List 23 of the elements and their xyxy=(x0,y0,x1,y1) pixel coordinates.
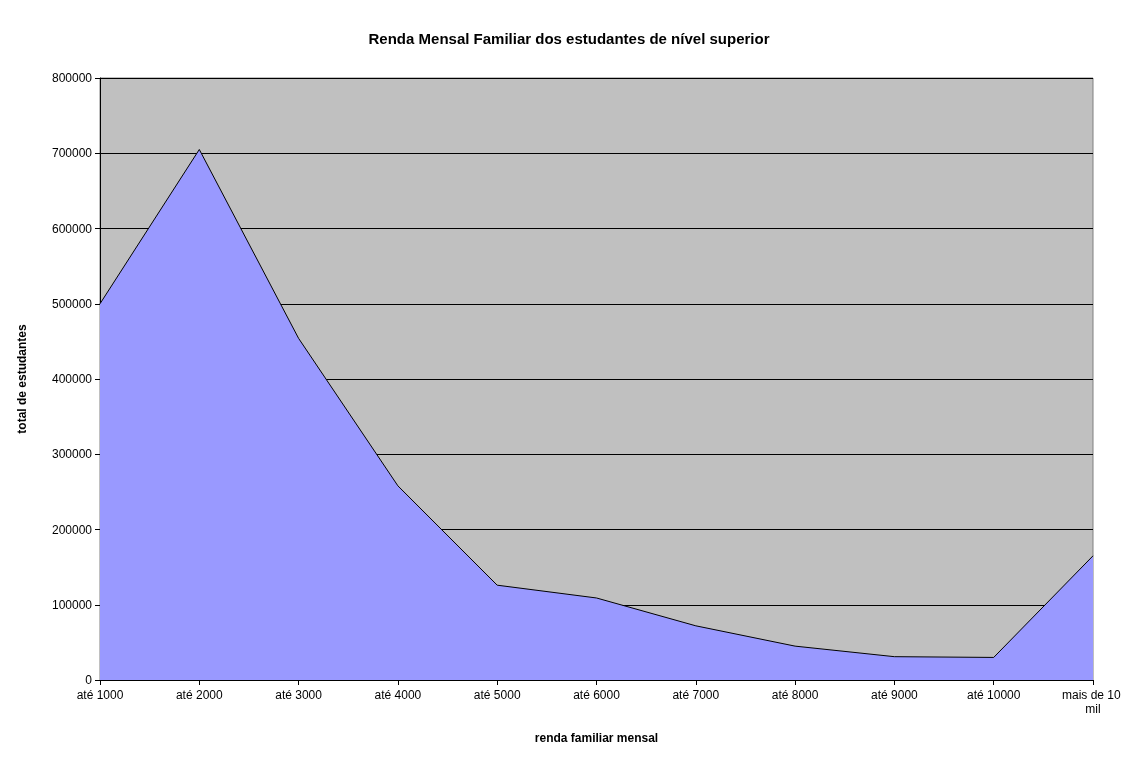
y-tick-label: 200000 xyxy=(51,522,93,537)
y-tick-label: 300000 xyxy=(51,447,93,462)
x-tick-label: até 4000 xyxy=(374,688,422,702)
x-tick-label: até 7000 xyxy=(672,688,720,702)
x-tick-label: até 5000 xyxy=(473,688,521,702)
y-tick-label: 0 xyxy=(85,673,93,687)
y-tick-label: 100000 xyxy=(51,597,93,612)
x-tick-label: até 8000 xyxy=(771,688,819,702)
y-tick-label: 500000 xyxy=(51,296,93,311)
x-tick-label: até 10000 xyxy=(967,688,1021,702)
y-tick-label: 800000 xyxy=(51,71,93,85)
x-tick-label: mais de 10 mil xyxy=(1061,688,1125,716)
x-tick-label: até 2000 xyxy=(175,688,223,702)
x-tick-label: até 9000 xyxy=(871,688,919,702)
y-tick-label: 700000 xyxy=(51,146,93,161)
y-tick-label: 600000 xyxy=(51,221,93,236)
chart-title: Renda Mensal Familiar dos estudantes de nível superior xyxy=(368,30,770,47)
x-tick-label: até 3000 xyxy=(275,688,323,702)
y-tick-label: 400000 xyxy=(51,372,93,386)
x-axis-title: renda familiar mensal xyxy=(534,731,659,745)
x-tick-label: até 1000 xyxy=(76,688,124,702)
y-axis-title: total de estudantes xyxy=(15,324,29,434)
x-tick-label: até 6000 xyxy=(573,688,621,702)
